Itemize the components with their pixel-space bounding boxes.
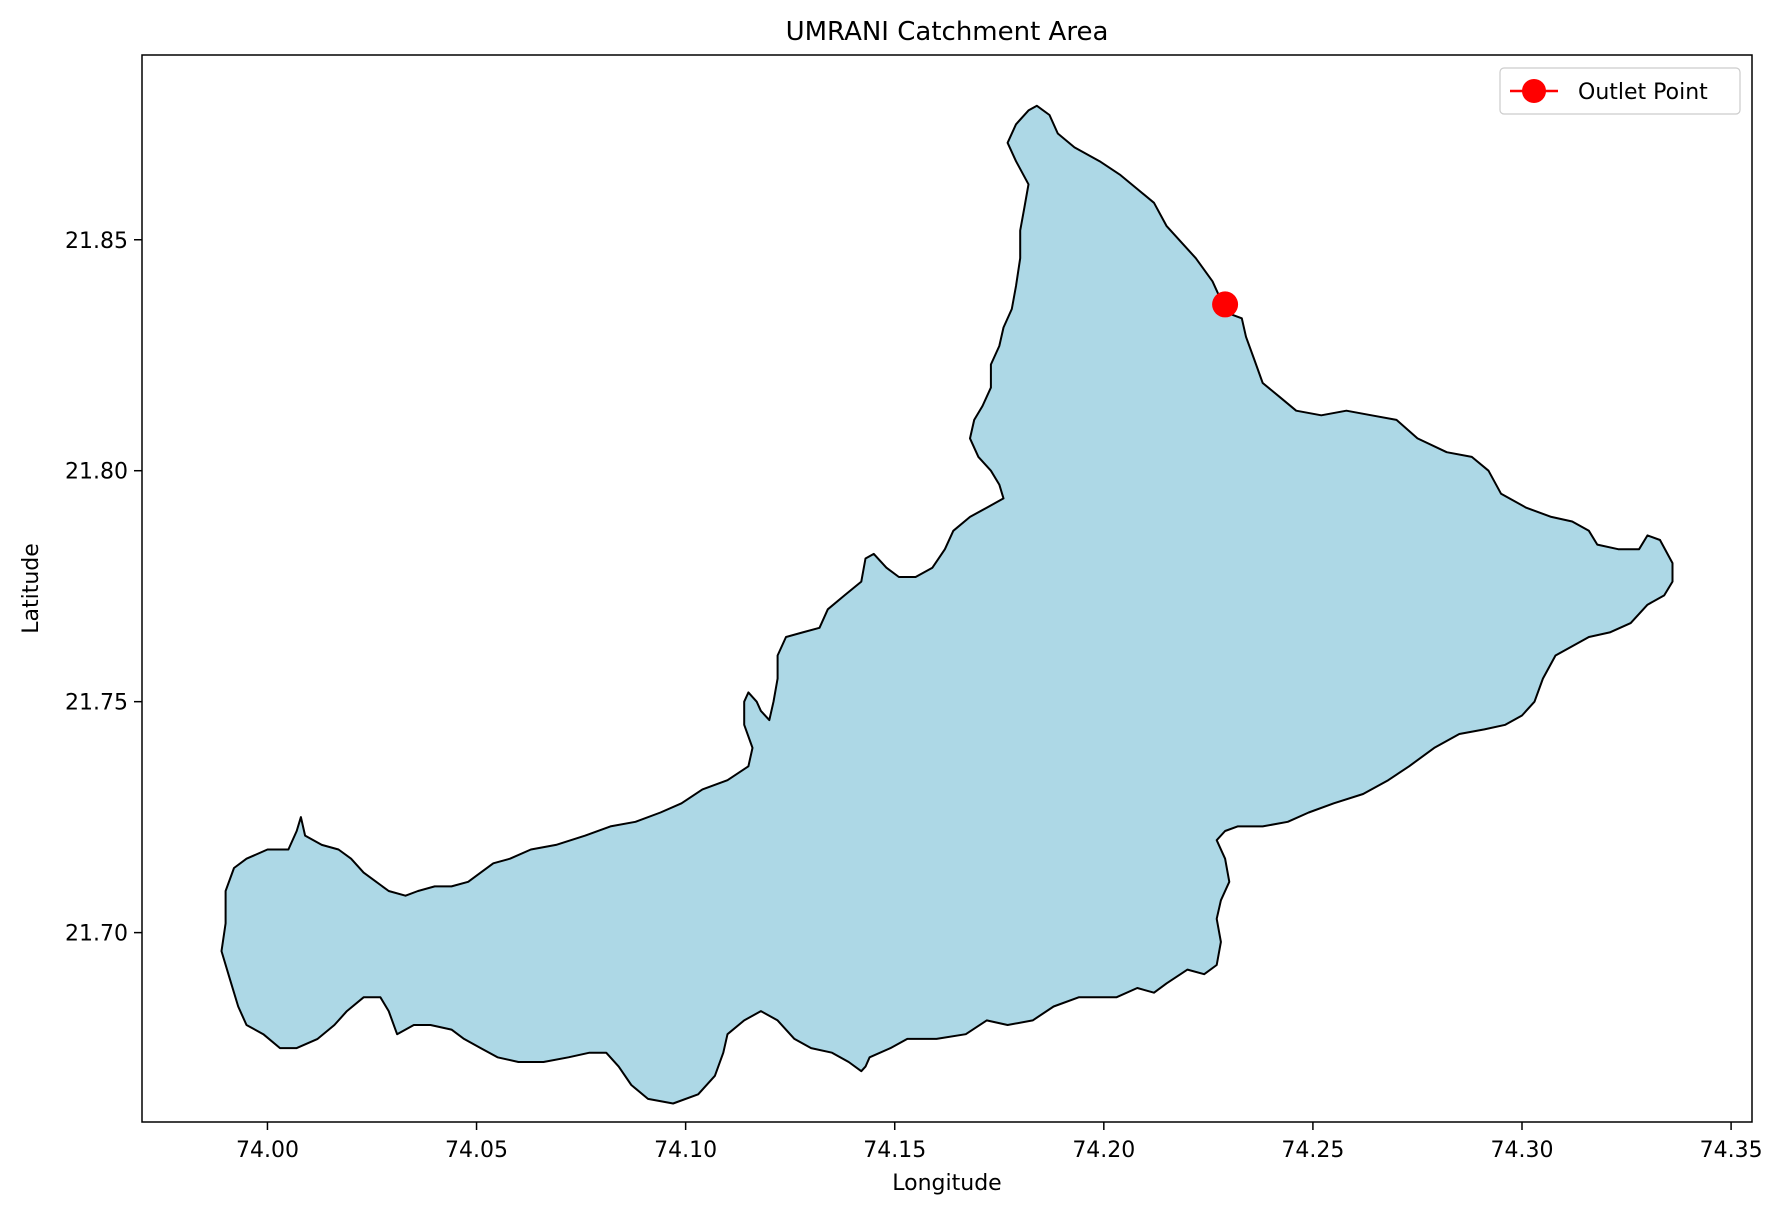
y-tick-label: 21.75 <box>65 691 128 716</box>
x-tick-label: 74.30 <box>1491 1138 1554 1163</box>
y-axis-label: Latitude <box>19 543 44 634</box>
map-title: UMRANI Catchment Area <box>786 17 1109 47</box>
x-tick-label: 74.00 <box>236 1138 299 1163</box>
x-tick-label: 74.05 <box>445 1138 508 1163</box>
x-axis-label: Longitude <box>892 1171 1001 1196</box>
legend-label: Outlet Point <box>1578 80 1708 105</box>
catchment-polygon <box>220 104 1674 1105</box>
legend: Outlet Point <box>1499 67 1741 115</box>
outlet-point-dot <box>1212 291 1239 318</box>
outlet-point-marker <box>1212 291 1239 318</box>
x-tick-label: 74.35 <box>1700 1138 1763 1163</box>
x-axis: 74.00 74.05 74.10 74.15 74.20 74.25 74.30 74.35 <box>236 1122 1763 1163</box>
x-tick-label: 74.25 <box>1281 1138 1344 1163</box>
y-axis: 21.70 21.75 21.80 21.85 <box>65 229 142 947</box>
axes-frame <box>141 54 1753 1123</box>
x-tick-label: 74.20 <box>1072 1138 1135 1163</box>
y-tick-label: 21.85 <box>65 229 128 254</box>
x-tick-label: 74.10 <box>654 1138 717 1163</box>
y-tick-label: 21.70 <box>65 922 128 947</box>
x-tick-label: 74.15 <box>863 1138 926 1163</box>
plot-area <box>220 104 1674 1105</box>
y-tick-label: 21.80 <box>65 460 128 485</box>
legend-box <box>1499 67 1741 115</box>
legend-marker-swatch <box>1522 79 1546 103</box>
